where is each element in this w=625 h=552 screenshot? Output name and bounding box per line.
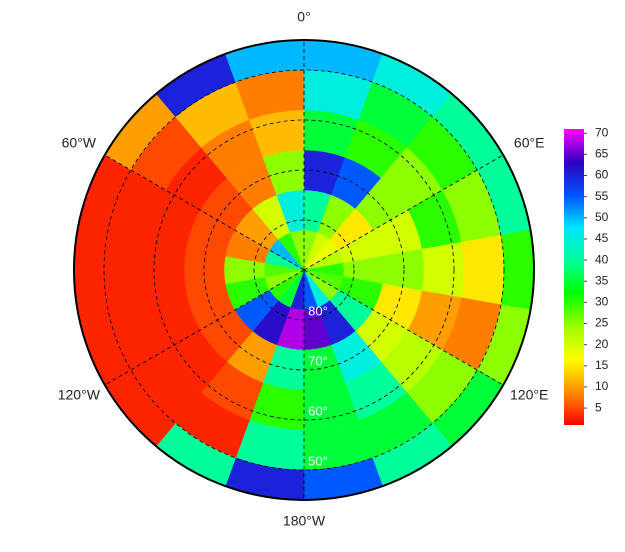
colorbar-tick-label: 65 [595, 147, 609, 161]
latitude-label: 70° [308, 353, 328, 368]
colorbar-tick-label: 40 [595, 252, 609, 266]
colorbar-tick-label: 60 [595, 168, 609, 182]
meridian [104, 154, 305, 271]
cell [183, 248, 226, 292]
colorbar [564, 129, 584, 425]
longitude-label: 0° [297, 9, 310, 25]
cell [421, 241, 465, 299]
colorbar-tick-label: 35 [595, 273, 609, 287]
colorbar-tick-label: 30 [595, 295, 609, 309]
colorbar-tick-label: 55 [595, 189, 609, 203]
cell [500, 229, 535, 311]
cell [143, 241, 187, 299]
meridian [104, 269, 305, 386]
longitude-label: 180°W [283, 513, 326, 529]
meridian [303, 269, 504, 386]
heatmap [73, 39, 535, 501]
longitude-label: 120°E [510, 387, 548, 403]
map-border [73, 39, 535, 501]
colorbar-tick-label: 50 [595, 210, 609, 224]
graticule: 80° 70° 60° 50° [103, 40, 505, 500]
latitude-label: 60° [308, 403, 328, 418]
colorbar-tick-label: 10 [595, 379, 609, 393]
cell [461, 234, 505, 306]
latitude-label: 80° [308, 303, 328, 318]
colorbar-tick-label: 25 [595, 316, 609, 330]
latitude-circle [103, 69, 505, 471]
colorbar-tick-label: 15 [595, 358, 609, 372]
latitude-circle [153, 119, 455, 421]
longitude-label: 60°E [514, 135, 545, 151]
latitude-label: 50° [308, 453, 328, 468]
longitude-label: 60°W [62, 135, 97, 151]
colorbar-tick-label: 70 [595, 125, 609, 139]
cell [382, 248, 425, 292]
colorbar-tick-label: 5 [595, 400, 602, 414]
longitude-label: 120°W [58, 387, 101, 403]
cell [73, 229, 108, 311]
colorbar-tick-label: 20 [595, 337, 609, 351]
cell [103, 234, 147, 306]
meridian [303, 154, 504, 271]
colorbar-tick-label: 45 [595, 231, 609, 245]
